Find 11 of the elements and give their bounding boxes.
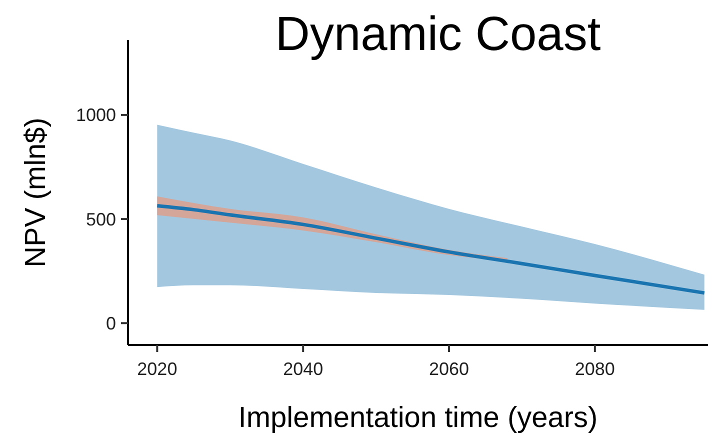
x-axis-title: Implementation time (years) <box>238 402 598 434</box>
y-tick-label: 500 <box>86 209 116 230</box>
x-tick-label: 2040 <box>283 359 324 379</box>
chart-title: Dynamic Coast <box>275 8 601 61</box>
line-series <box>155 204 706 295</box>
y-axis-title: NPV (mln$) <box>20 118 52 268</box>
x-tick-label: 2060 <box>428 359 470 379</box>
x-tick-label: 2020 <box>137 359 178 379</box>
y-tick-label: 0 <box>106 313 116 334</box>
y-tick-label: 1000 <box>76 105 116 126</box>
x-tick-label: 2080 <box>574 359 615 379</box>
